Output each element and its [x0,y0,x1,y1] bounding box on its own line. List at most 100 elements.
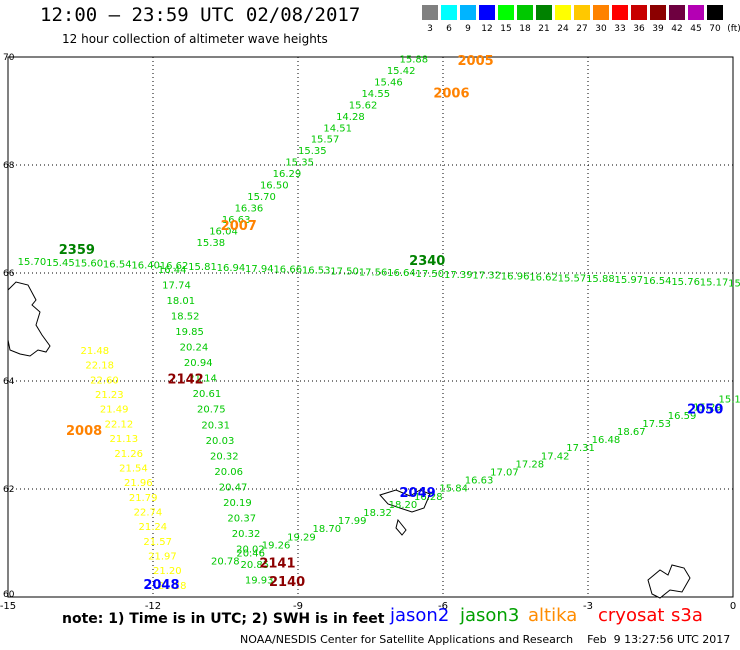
swh-value-altika-ne: 16.50 [260,181,289,192]
x-tick-label: 0 [730,601,736,612]
x-tick-label: -9 [293,601,303,612]
legend-label: 12 [481,24,493,34]
swh-value-jason2-ne: 19.29 [287,532,316,543]
legend-label: 18 [519,24,531,34]
swh-value-jason2-ne: 19.26 [262,540,291,551]
x-tick-label: -6 [438,601,448,612]
swh-value-jason2-yellow: 21.54 [119,463,148,474]
swh-value-jason2-yellow: 21.79 [129,493,158,504]
swh-value-altika-ne: 16.63 [222,215,251,226]
swh-value-jason3-east: 15.70 [18,257,47,268]
legend-label: 6 [446,24,452,34]
legend-label: 3 [427,24,433,34]
swh-value-jason3-east: 15.17 [700,278,729,289]
swh-value-jason2-ne: 16.59 [668,411,697,422]
swh-value-altika-sw: 20.85 [240,560,269,571]
swh-value-jason3-east: 15.97 [614,275,643,286]
legend-swatch [688,5,704,20]
swh-value-jason2-ne: 18.70 [313,524,342,535]
swh-value-jason3-east: 15.78 [728,279,740,290]
swh-value-altika-ne: 15.57 [311,135,340,146]
legend-label: 27 [576,24,588,34]
swh-value-jason2-ne: 17.42 [541,451,570,462]
swh-value-jason2-ne: 17.07 [490,468,519,479]
swh-value-jason2-yellow: 22.60 [90,375,119,386]
swh-value-altika-sw: 20.06 [214,467,243,478]
swh-value-jason2-yellow: 21.20 [153,566,182,577]
swh-value-jason3-east: 16.62 [160,261,189,272]
swh-value-jason2-ne: 17.99 [338,516,367,527]
units-note: note: 1) Time is in UTC; 2) SWH is in fe… [62,611,385,627]
pass-time-labels: 2005 2006 2007 2359 2340 2142 2008 2049 2050 2141… [59,54,724,593]
swh-value-jason2-yellow: 21.48 [81,346,110,357]
swh-value-altika-ne: 15.70 [247,192,276,203]
swh-value-altika-sw: 19.93 [245,576,274,587]
legend-swatch [441,5,457,20]
swh-value-jason2-ne: 18.20 [389,500,418,511]
swh-value-jason3-east: 16.54 [643,276,672,287]
swh-value-altika-ne: 15.62 [349,100,378,111]
swh-value-altika-ne: 15.88 [400,54,429,65]
legend-swatch [593,5,609,20]
swh-value-jason2-yellow: 21.24 [139,522,168,533]
swh-value-altika-sw: 16.44 [158,265,187,276]
swh-value-jason2-yellow: 21.28 [158,581,187,592]
swh-value-altika-sw: 20.37 [227,513,256,524]
swh-value-jason2-yellow: 21.96 [124,478,153,489]
swh-value-altika-ne: 15.46 [374,77,403,88]
swh-value-jason2-ne: 18.67 [617,427,646,438]
legend-label: 33 [614,24,626,34]
swh-value-jason2-yellow: 21.23 [95,390,124,401]
wave-height-tracks: 15.8815.4215.4614.5515.6214.2814.5115.57… [18,54,740,592]
swh-value-jason2-ne: 16.63 [465,476,494,487]
page-subtitle: 12 hour collection of altimeter wave hei… [62,32,328,46]
swh-value-jason3-east: 15.60 [75,259,104,270]
swh-value-jason3-east: 17.94 [245,264,274,275]
swh-value-altika-sw: 20.24 [180,343,209,354]
swh-value-altika-sw: 20.03 [206,436,235,447]
swh-value-altika-sw: 17.74 [162,281,191,292]
pass-time-label: 2359 [59,243,95,258]
swh-value-jason3-east: 15.81 [188,262,217,273]
swh-value-jason2-yellow: 21.26 [114,449,143,460]
legend-swatch [574,5,590,20]
swh-value-altika-sw: 21.14 [188,374,217,385]
swh-value-jason2-ne: 17.53 [642,419,671,430]
swh-value-altika-ne: 15.35 [298,146,327,157]
pass-time-label: 2141 [259,556,295,571]
swh-value-jason3-east: 15.88 [586,274,615,285]
pass-time-label: 2005 [458,54,494,69]
faroe-islands [379,489,431,536]
swh-value-jason2-ne: 15.16 [719,395,740,406]
swh-value-jason2-ne: 17.28 [516,459,545,470]
swh-value-altika-sw: 20.31 [201,420,230,431]
swh-value-jason2-ne: 15.29 [693,403,722,414]
satellite-name: cryosat [598,605,665,626]
legend-swatch [479,5,495,20]
swh-value-jason2-yellow: 22.18 [85,361,114,372]
legend-swatch [555,5,571,20]
swh-value-altika-sw: 20.32 [232,529,261,540]
swh-value-jason2-ne: 16.28 [414,492,443,503]
legend-label: 45 [690,24,702,34]
pass-time-label: 2050 [687,402,723,417]
swh-value-jason2-ne: 18.32 [363,508,392,519]
y-tick-label: 66 [3,269,15,279]
swh-value-jason2-yellow: 21.13 [110,434,139,445]
swh-value-altika-ne: 16.29 [273,169,302,180]
swh-value-jason3-east: 15.45 [46,258,75,269]
legend-swatch [612,5,628,20]
legend-swatch [422,5,438,20]
swh-value-jason2-ne: 15.84 [439,484,468,495]
swh-value-jason2-ne: 20.78 [211,557,240,568]
swh-value-altika-ne: 14.51 [323,123,352,134]
swh-value-jason3-east: 16.66 [273,265,302,276]
swh-value-altika-sw: 20.75 [197,405,226,416]
satellite-name: jason2 [390,605,450,626]
swh-value-altika-sw: 20.47 [219,482,248,493]
satellite-name: s3a [671,605,703,626]
pass-time-label: 2140 [269,575,305,590]
swh-value-altika-ne: 15.38 [197,238,226,249]
swh-value-jason3-east: 16.62 [529,272,558,283]
satellite-name: jason3 [460,605,520,626]
